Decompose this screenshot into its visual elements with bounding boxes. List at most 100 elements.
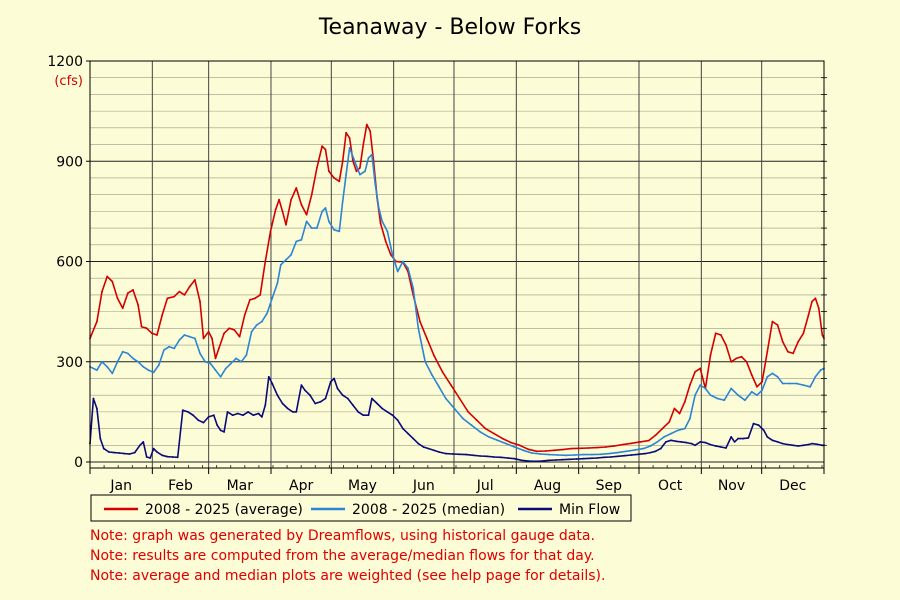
series-min-flow-point	[113, 451, 115, 454]
series-median-point	[412, 287, 415, 290]
series-min-flow-point	[161, 454, 164, 457]
series-average-point	[101, 290, 103, 293]
series-min-flow-point	[286, 407, 289, 410]
series-min-flow-point	[725, 447, 727, 449]
series-median-point	[341, 200, 344, 203]
series-average-point	[761, 380, 763, 383]
series-min-flow-point	[714, 445, 717, 447]
series-min-flow-point	[444, 452, 447, 455]
series-average-point	[787, 350, 789, 353]
series-average-point	[458, 397, 461, 400]
series-min-flow-point	[300, 384, 303, 386]
series-min-flow-point	[575, 458, 578, 460]
series-median-point	[348, 147, 351, 149]
series-average-point	[683, 401, 686, 403]
series-min-flow-point	[149, 457, 152, 459]
series-min-flow-point	[197, 419, 200, 422]
series-average-point	[475, 419, 478, 422]
series-median-point	[608, 452, 610, 455]
series-median-point	[470, 424, 473, 427]
x-axis: Jan Feb Mar Apr May Jun Jul Aug Sep Oct Nov Dec	[89, 465, 825, 494]
series-min-flow-point	[247, 411, 250, 413]
series-median-point	[178, 339, 181, 341]
series-median-point	[261, 320, 263, 323]
series-min-flow-point	[797, 445, 800, 447]
series-min-flow-point	[680, 441, 683, 443]
series-min-flow-point	[541, 460, 543, 462]
series-min-flow-point	[202, 421, 205, 424]
series-median-point	[656, 441, 659, 443]
series-min-flow-point	[737, 437, 739, 440]
series-median-point	[424, 360, 427, 363]
series-average-point	[720, 334, 722, 336]
series-min-flow-point	[752, 422, 755, 425]
series-min-flow-point	[341, 394, 344, 397]
series-average-point	[166, 297, 169, 300]
series-average-point	[730, 360, 733, 363]
series-average-point	[501, 437, 504, 440]
series-min-flow-point	[181, 409, 184, 412]
series-average-point	[510, 441, 512, 444]
series-average-point	[745, 360, 748, 363]
series-min-flow-point	[465, 453, 468, 456]
series-min-flow-point	[309, 394, 311, 397]
series-median-point	[276, 282, 279, 285]
series-average-point	[121, 307, 124, 310]
series-min-flow-point	[357, 411, 360, 413]
series-min-flow-point	[367, 414, 370, 417]
series-median-point	[183, 334, 186, 336]
series-average-point	[116, 297, 119, 300]
series-average-point	[369, 130, 372, 133]
series-median-point	[809, 385, 812, 388]
series-min-flow-point	[644, 452, 647, 455]
series-min-flow-point	[166, 455, 169, 458]
series-average-point	[709, 354, 712, 356]
series-median-point	[723, 399, 726, 402]
x-tick-label-jul: Jul	[476, 478, 494, 494]
series-median-point	[157, 364, 160, 366]
series-median-point	[235, 357, 238, 360]
series-average-point	[668, 421, 671, 423]
series-average-point	[328, 170, 330, 173]
series-min-flow-point	[762, 429, 765, 432]
series-min-flow-point	[139, 444, 141, 447]
series-min-flow-point	[223, 431, 226, 433]
series-average-point	[223, 332, 226, 335]
series-average-point	[792, 352, 794, 355]
series-min-flow-point	[493, 456, 495, 458]
series-min-flow-point	[402, 427, 404, 430]
x-tick-label-mar: Mar	[227, 478, 254, 494]
series-min-flow-point	[276, 394, 279, 397]
series-min-flow-point	[391, 414, 394, 417]
series-average-point	[359, 167, 361, 169]
series-average-point	[553, 449, 555, 452]
series-average-point	[137, 304, 140, 306]
series-min-flow-point	[362, 414, 365, 417]
series-median-point	[142, 365, 145, 368]
series-average-point	[355, 170, 358, 173]
series-median-point	[310, 227, 313, 230]
chart-title: Teanaway - Below Forks	[318, 15, 581, 40]
series-min-flow-point	[108, 451, 110, 453]
series-average-point	[493, 432, 495, 435]
series-min-flow-point	[792, 444, 794, 447]
series-median-point	[152, 371, 155, 374]
series-min-flow-point	[176, 456, 179, 459]
series-average-point	[781, 340, 784, 343]
series-median-point	[487, 436, 490, 438]
y-tick-label: 0	[74, 455, 83, 471]
series-average-point	[321, 145, 323, 148]
series-median-point	[431, 374, 433, 376]
series-min-flow-point	[548, 459, 550, 462]
series-median-point	[781, 382, 784, 385]
series-min-flow-point	[499, 456, 502, 459]
series-median-point	[324, 207, 327, 209]
series-median-point	[328, 220, 330, 223]
series-average-point	[106, 275, 109, 278]
series-min-flow-point	[207, 416, 210, 418]
series-average-point	[333, 177, 335, 179]
series-median-point	[173, 347, 176, 350]
series-min-flow-point	[554, 459, 557, 461]
series-min-flow-point	[690, 442, 693, 445]
series-min-flow-point	[438, 451, 440, 453]
